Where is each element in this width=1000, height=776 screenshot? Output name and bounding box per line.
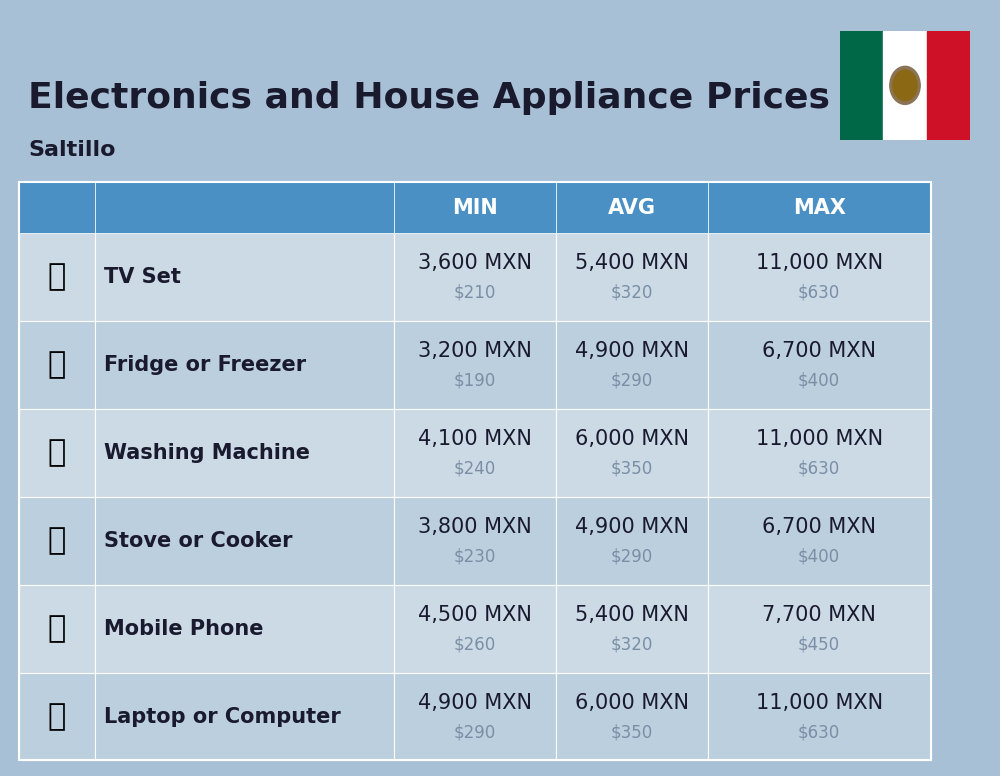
Text: 4,100 MXN: 4,100 MXN — [418, 428, 532, 449]
FancyBboxPatch shape — [19, 233, 95, 320]
Text: Stove or Cooker: Stove or Cooker — [104, 531, 293, 551]
Text: 5,400 MXN: 5,400 MXN — [575, 253, 689, 273]
FancyBboxPatch shape — [708, 409, 931, 497]
FancyBboxPatch shape — [708, 497, 931, 584]
Text: $210: $210 — [454, 283, 496, 301]
Text: 4,900 MXN: 4,900 MXN — [575, 517, 689, 537]
FancyBboxPatch shape — [394, 320, 556, 409]
Bar — [927, 31, 970, 140]
FancyBboxPatch shape — [556, 409, 708, 497]
Text: Washing Machine: Washing Machine — [104, 442, 310, 462]
FancyBboxPatch shape — [394, 182, 556, 233]
Text: $290: $290 — [610, 371, 653, 390]
Text: $320: $320 — [610, 283, 653, 301]
FancyBboxPatch shape — [19, 584, 95, 673]
FancyBboxPatch shape — [708, 320, 931, 409]
Bar — [840, 31, 883, 140]
Text: 6,000 MXN: 6,000 MXN — [575, 692, 689, 712]
FancyBboxPatch shape — [95, 497, 394, 584]
FancyBboxPatch shape — [394, 409, 556, 497]
Text: $240: $240 — [454, 459, 496, 477]
FancyBboxPatch shape — [394, 233, 556, 320]
FancyBboxPatch shape — [556, 584, 708, 673]
Text: $630: $630 — [798, 459, 840, 477]
Text: MIN: MIN — [452, 198, 498, 217]
Text: 4,500 MXN: 4,500 MXN — [418, 605, 532, 625]
FancyBboxPatch shape — [708, 673, 931, 760]
Text: $350: $350 — [610, 723, 653, 741]
Text: 7,700 MXN: 7,700 MXN — [762, 605, 876, 625]
Text: 3,600 MXN: 3,600 MXN — [418, 253, 532, 273]
FancyBboxPatch shape — [95, 182, 394, 233]
FancyBboxPatch shape — [556, 233, 708, 320]
Text: 3,800 MXN: 3,800 MXN — [418, 517, 532, 537]
Text: Laptop or Computer: Laptop or Computer — [104, 706, 341, 726]
Text: 6,700 MXN: 6,700 MXN — [762, 517, 876, 537]
Text: 4,900 MXN: 4,900 MXN — [418, 692, 532, 712]
Text: TV Set: TV Set — [104, 267, 181, 287]
Bar — [883, 31, 927, 140]
Text: $290: $290 — [454, 723, 496, 741]
Text: MAX: MAX — [793, 198, 846, 217]
Text: 3,200 MXN: 3,200 MXN — [418, 341, 532, 361]
Text: 11,000 MXN: 11,000 MXN — [756, 692, 883, 712]
FancyBboxPatch shape — [708, 584, 931, 673]
Text: $350: $350 — [610, 459, 653, 477]
Text: 5,400 MXN: 5,400 MXN — [575, 605, 689, 625]
Text: $630: $630 — [798, 723, 840, 741]
Text: 🧊: 🧊 — [48, 350, 66, 379]
Text: 🔥: 🔥 — [48, 526, 66, 555]
Text: 📱: 📱 — [48, 614, 66, 643]
FancyBboxPatch shape — [394, 584, 556, 673]
Text: Fridge or Freezer: Fridge or Freezer — [104, 355, 307, 375]
FancyBboxPatch shape — [556, 320, 708, 409]
FancyBboxPatch shape — [708, 182, 931, 233]
Text: $320: $320 — [610, 635, 653, 653]
Text: $260: $260 — [454, 635, 496, 653]
FancyBboxPatch shape — [95, 673, 394, 760]
FancyBboxPatch shape — [556, 182, 708, 233]
Text: Mobile Phone: Mobile Phone — [104, 618, 264, 639]
Text: 6,700 MXN: 6,700 MXN — [762, 341, 876, 361]
Text: $290: $290 — [610, 547, 653, 565]
FancyBboxPatch shape — [95, 233, 394, 320]
Circle shape — [893, 70, 917, 101]
FancyBboxPatch shape — [19, 320, 95, 409]
Text: 📺: 📺 — [48, 262, 66, 291]
Text: 11,000 MXN: 11,000 MXN — [756, 253, 883, 273]
Text: 💻: 💻 — [48, 702, 66, 731]
Text: $190: $190 — [454, 371, 496, 390]
FancyBboxPatch shape — [19, 182, 95, 233]
Text: $400: $400 — [798, 547, 840, 565]
Text: 4,900 MXN: 4,900 MXN — [575, 341, 689, 361]
FancyBboxPatch shape — [19, 673, 95, 760]
FancyBboxPatch shape — [19, 497, 95, 584]
FancyBboxPatch shape — [708, 233, 931, 320]
Text: 11,000 MXN: 11,000 MXN — [756, 428, 883, 449]
Text: Electronics and House Appliance Prices: Electronics and House Appliance Prices — [28, 81, 830, 116]
FancyBboxPatch shape — [394, 497, 556, 584]
Text: $630: $630 — [798, 283, 840, 301]
Text: $400: $400 — [798, 371, 840, 390]
Text: $230: $230 — [454, 547, 496, 565]
Circle shape — [890, 67, 920, 105]
Text: $450: $450 — [798, 635, 840, 653]
FancyBboxPatch shape — [95, 409, 394, 497]
FancyBboxPatch shape — [556, 497, 708, 584]
FancyBboxPatch shape — [95, 584, 394, 673]
Text: 6,000 MXN: 6,000 MXN — [575, 428, 689, 449]
FancyBboxPatch shape — [95, 320, 394, 409]
FancyBboxPatch shape — [556, 673, 708, 760]
Text: 🌀: 🌀 — [48, 438, 66, 467]
Text: Saltillo: Saltillo — [28, 140, 116, 160]
Text: AVG: AVG — [608, 198, 656, 217]
FancyBboxPatch shape — [394, 673, 556, 760]
FancyBboxPatch shape — [19, 409, 95, 497]
